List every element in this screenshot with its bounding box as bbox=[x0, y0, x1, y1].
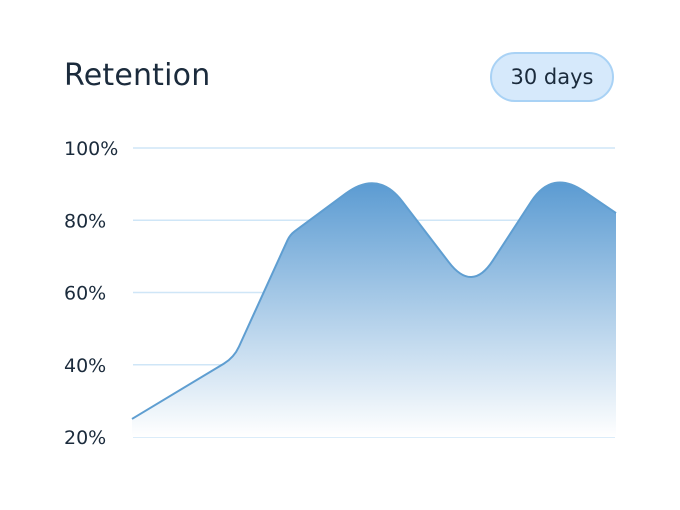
y-tick-label-40: 40% bbox=[64, 355, 106, 377]
area-layer bbox=[131, 181, 617, 437]
chart-title: Retention bbox=[64, 58, 211, 93]
y-tick-label-20: 20% bbox=[64, 427, 106, 449]
retention-area-fill bbox=[132, 182, 616, 437]
time-range-badge[interactable]: 30 days bbox=[490, 52, 614, 102]
y-tick-label-60: 60% bbox=[64, 283, 106, 305]
y-tick-label-80: 80% bbox=[64, 210, 106, 232]
y-axis-tick-labels: 100% 80% 60% 40% 20% bbox=[64, 138, 118, 449]
retention-series-line bbox=[131, 181, 617, 420]
y-tick-label-100: 100% bbox=[64, 138, 118, 160]
